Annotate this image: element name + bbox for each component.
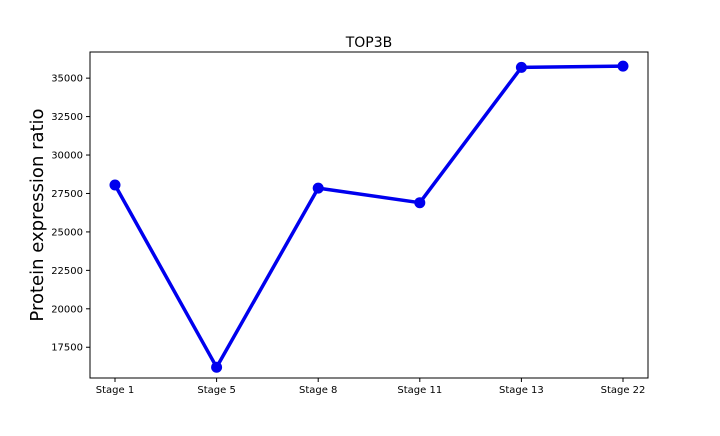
x-tick-label: Stage 22	[601, 385, 646, 396]
y-tick-label: 32500	[51, 112, 83, 123]
series-line	[113, 64, 625, 369]
data-point	[617, 60, 629, 72]
y-tick-label: 17500	[51, 343, 83, 354]
series-layer	[109, 60, 629, 373]
y-tick-label: 22500	[51, 266, 83, 277]
x-tick-label: Stage 13	[499, 385, 544, 396]
data-point	[515, 61, 527, 73]
y-tick-label: 35000	[51, 74, 83, 85]
y-tick-label: 27500	[51, 189, 83, 200]
x-tick-label: Stage 1	[96, 385, 134, 396]
data-point	[211, 361, 223, 373]
data-point	[312, 182, 324, 194]
data-point	[109, 179, 121, 191]
data-point	[414, 197, 426, 209]
x-tick-label: Stage 8	[299, 385, 337, 396]
x-tick-label: Stage 5	[197, 385, 235, 396]
y-axis-label: Protein expression ratio	[27, 108, 48, 321]
y-tick-label: 25000	[51, 227, 83, 238]
y-tick-label: 20000	[51, 304, 83, 315]
y-tick-label: 30000	[51, 151, 83, 162]
plot-area-frame	[89, 51, 649, 379]
y-axis: 17500 20000 22500 25000 27500 30000 32500 35000	[51, 74, 90, 354]
x-axis: Stage 1 Stage 5 Stage 8 Stage 11 Stage 13 Sta…	[96, 378, 646, 396]
x-tick-label: Stage 11	[397, 385, 442, 396]
chart-title: TOP3B	[345, 35, 393, 51]
